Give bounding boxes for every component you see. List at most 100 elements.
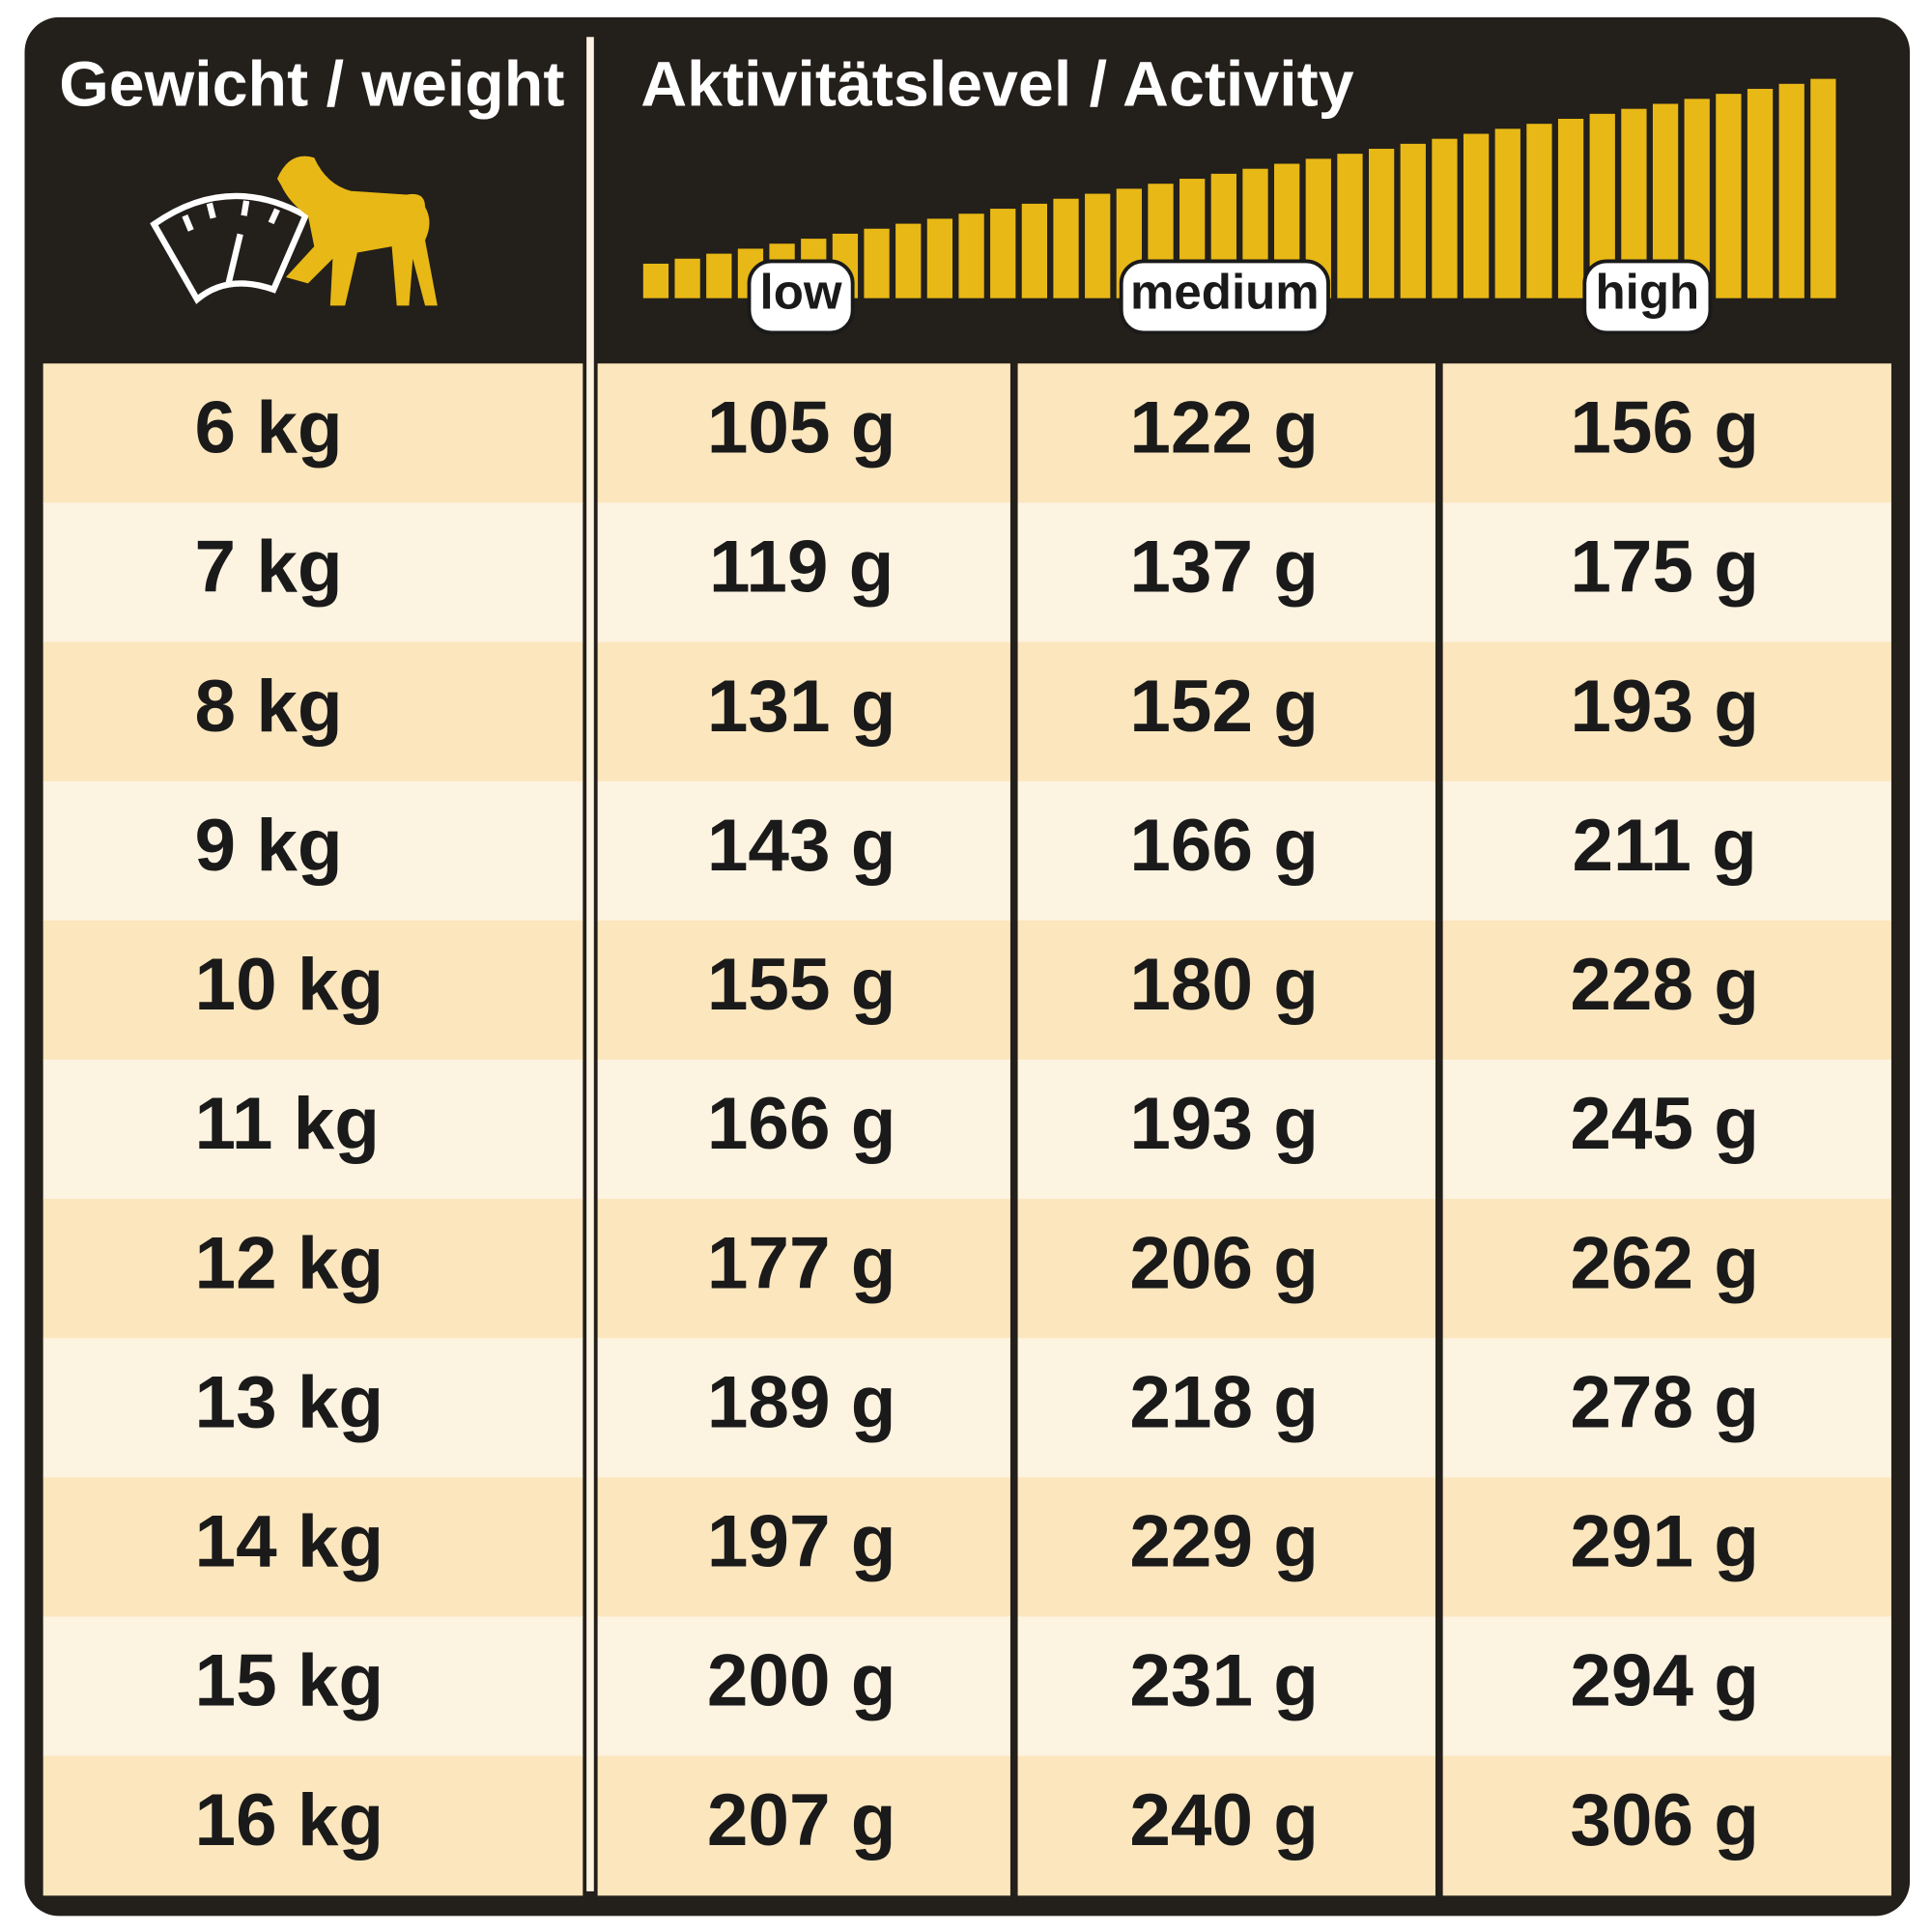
amount-cell: 207 g (707, 1779, 896, 1861)
amount-cell: 278 g (1570, 1361, 1759, 1443)
weight-cell: 15 kg (195, 1640, 384, 1722)
weight-cell: 10 kg (195, 944, 384, 1026)
amount-cell: 231 g (1129, 1640, 1319, 1722)
cell-bg (597, 641, 1010, 782)
amount-cell: 211 g (1572, 805, 1756, 887)
scale-ticks (182, 200, 280, 232)
amount-cell: 294 g (1570, 1640, 1759, 1722)
activity-bar (1368, 149, 1395, 298)
level-pill (1582, 259, 1713, 335)
weight-title: Gewicht / weight (59, 48, 564, 120)
cell-bg (1017, 641, 1435, 782)
amount-cell: 180 g (1129, 944, 1319, 1026)
amount-cell: 189 g (707, 1361, 896, 1443)
amount-cell: 166 g (1129, 805, 1319, 887)
cell-bg (43, 363, 583, 504)
activity-bar (958, 213, 984, 298)
cell-bg (1442, 502, 1891, 643)
activity-bar (1432, 138, 1458, 298)
amount-cell: 291 g (1570, 1501, 1759, 1583)
activity-bar (1021, 203, 1048, 298)
level-label: medium (1130, 265, 1320, 320)
cell-bg (1017, 920, 1435, 1061)
amount-cell: 229 g (1129, 1501, 1319, 1583)
cell-bg (1017, 1755, 1435, 1896)
cell-bg (1017, 1059, 1435, 1200)
dog (276, 156, 438, 306)
cell-bg (597, 1477, 1010, 1618)
activity-levels: low medium high (747, 259, 1713, 335)
activity-bar (1526, 124, 1552, 298)
cell-bg (1017, 1199, 1435, 1339)
weight-cell: 8 kg (195, 666, 343, 748)
scale-needle (224, 233, 243, 287)
cell-bg (1442, 1755, 1891, 1896)
amount-cell: 152 g (1129, 666, 1319, 748)
cell-bg (597, 1338, 1010, 1478)
scale (150, 192, 310, 304)
cell-bg (43, 1059, 583, 1200)
cell-bg (43, 1338, 583, 1478)
amount-cell: 306 g (1570, 1779, 1759, 1861)
weight-cell: 6 kg (195, 387, 343, 469)
amount-cell: 175 g (1570, 526, 1759, 609)
amount-cell: 218 g (1129, 1361, 1319, 1443)
activity-bar (1053, 198, 1079, 298)
amount-cell: 122 g (1129, 387, 1319, 469)
cell-bg (1442, 641, 1891, 782)
cell-bg (43, 502, 583, 643)
amount-cell: 193 g (1129, 1083, 1319, 1165)
activity-bar (706, 253, 732, 298)
amount-cell: 262 g (1570, 1222, 1759, 1304)
activity-title: Aktivitätslevel / Activity (640, 48, 1353, 120)
cell-bg (43, 1755, 583, 1896)
amount-cell: 143 g (707, 805, 896, 887)
cell-bg (1442, 920, 1891, 1061)
activity-bar (1778, 83, 1804, 298)
amount-cell: 197 g (707, 1501, 896, 1583)
level-pill (747, 259, 855, 335)
cell-bg (43, 1199, 583, 1339)
amount-cell: 166 g (707, 1083, 896, 1165)
cell-bg (43, 920, 583, 1061)
activity-bar (674, 258, 700, 298)
amount-cell: 193 g (1570, 666, 1759, 748)
cell-bg (597, 781, 1010, 922)
table-body: 6 kg 105 g 122 g 156 g 7 kg 119 g 137 g 175 g 8 … (43, 363, 1891, 1896)
cell-bg (1017, 502, 1435, 643)
cell-bg (43, 1477, 583, 1618)
amount-cell: 105 g (707, 387, 896, 469)
activity-bar (895, 223, 922, 298)
level-label: high (1596, 265, 1700, 320)
weight-cell: 12 kg (195, 1222, 384, 1304)
amount-cell: 119 g (709, 526, 894, 609)
amount-cell: 228 g (1570, 944, 1759, 1026)
activity-bar (1400, 143, 1426, 298)
cell-bg (1017, 1477, 1435, 1618)
amount-cell: 155 g (707, 944, 896, 1026)
cell-bg (1442, 1477, 1891, 1618)
activity-bar (1463, 133, 1490, 298)
weight-cell: 16 kg (195, 1779, 384, 1861)
cell-bg (43, 781, 583, 922)
cell-bg (1442, 363, 1891, 504)
cell-bg (1442, 1616, 1891, 1757)
cell-bg (597, 1755, 1010, 1896)
cell-bg (43, 1616, 583, 1757)
cell-bg (597, 1059, 1010, 1200)
activity-bar (926, 218, 953, 298)
activity-bar (990, 209, 1016, 298)
activity-bar (1494, 128, 1520, 298)
cell-bg (43, 641, 583, 782)
cell-bg (597, 1616, 1010, 1757)
cell-bg (597, 363, 1010, 504)
cell-bg (597, 1199, 1010, 1339)
weight-cell: 14 kg (195, 1501, 384, 1583)
weight-cell: 9 kg (195, 805, 343, 887)
cell-bg (1017, 781, 1435, 922)
amount-cell: 156 g (1570, 387, 1759, 469)
activity-bar (1085, 193, 1111, 298)
weight-cell: 13 kg (195, 1361, 384, 1443)
scale-dog-icon (150, 156, 438, 306)
